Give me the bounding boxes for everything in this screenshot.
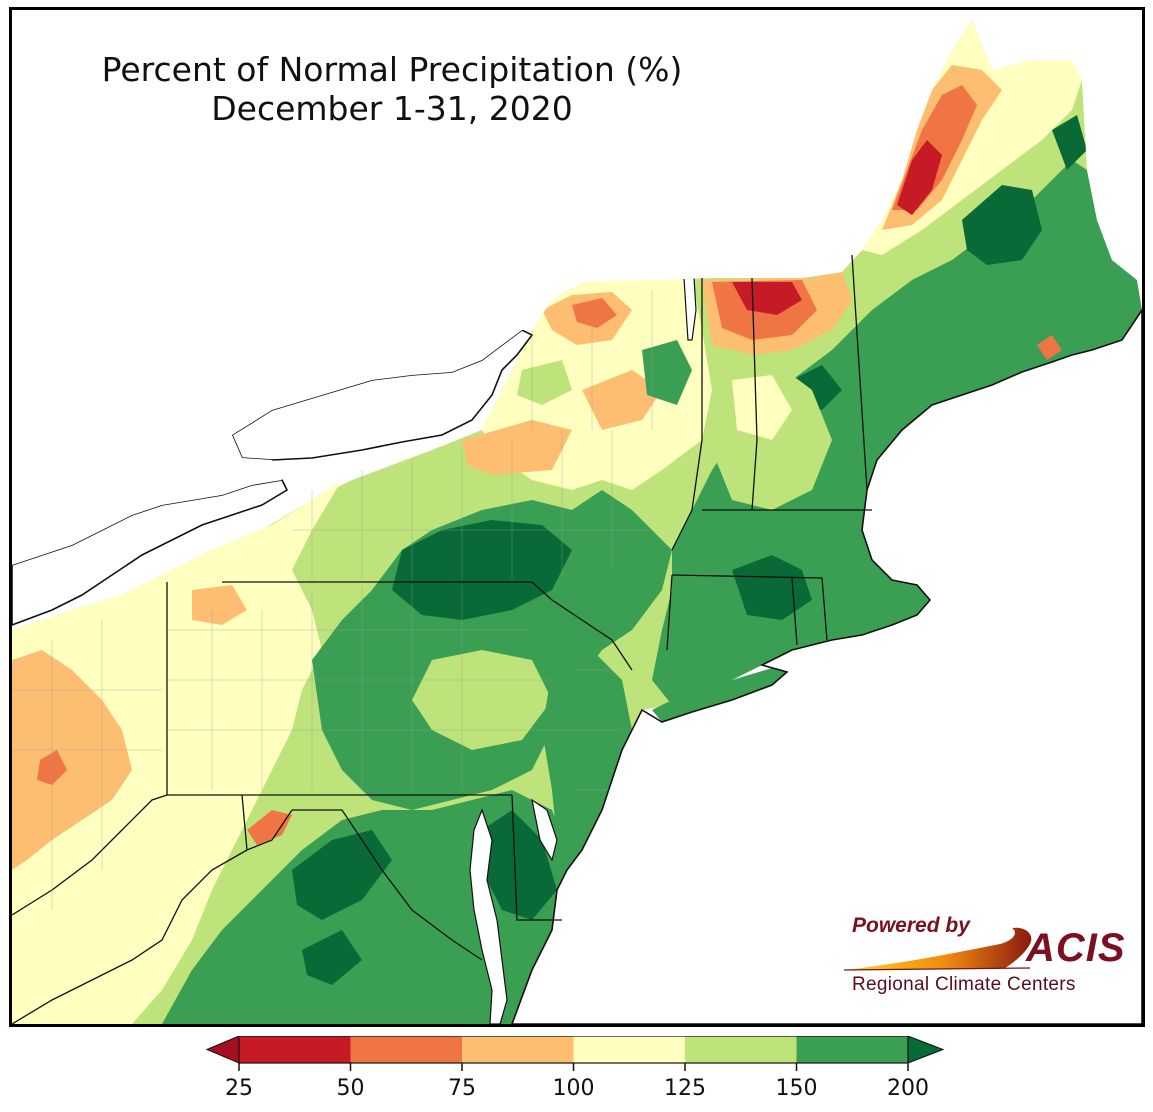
legend-ticks: 25 50 75 100 125 150 200 (225, 1063, 929, 1101)
legend-tick-label: 200 (887, 1076, 929, 1101)
legend-swatch (350, 1036, 462, 1063)
legend-tick-label: 125 (664, 1076, 706, 1101)
driest-vt-north (732, 282, 802, 315)
dry-west-2 (192, 585, 247, 625)
ocean (511, 308, 1142, 1024)
legend-swatches (205, 1036, 945, 1064)
moist-adirondack (517, 360, 572, 405)
drier-north-ny (572, 298, 617, 328)
state-borders (12, 254, 872, 1024)
very-wet-central-pa (392, 520, 572, 620)
wet-south (162, 790, 572, 1024)
very-wet-south-2 (302, 930, 362, 985)
color-legend: 25 50 75 100 125 150 200 (205, 1036, 945, 1101)
very-wet-maine (962, 185, 1042, 265)
very-wet-delmarva (482, 810, 557, 920)
legend-tick-label: 75 (448, 1076, 476, 1101)
legend-under-arrow (205, 1036, 240, 1064)
legend-tick-label: 50 (337, 1076, 365, 1101)
dry-north-ny-3 (462, 420, 572, 475)
dry-north-ny-2 (582, 370, 662, 430)
acis-swoosh-icon (843, 927, 1032, 971)
legend-tick-label: 150 (776, 1076, 818, 1101)
very-wet-sne (732, 555, 812, 620)
legend-swatch (685, 1036, 797, 1063)
legend-over-arrow (907, 1036, 945, 1064)
map-date-range: December 1-31, 2020 (211, 89, 573, 128)
canada-north (12, 10, 972, 565)
legend-swatch (796, 1036, 908, 1063)
wet-adirondack (642, 340, 692, 405)
county-lines (12, 290, 653, 910)
precipitation-map (12, 10, 1142, 1024)
logo-powered-by: Powered by (852, 914, 970, 937)
logo-brand: ACIS (1026, 926, 1126, 970)
lake-ontario (230, 329, 534, 461)
legend-tick-label: 25 (225, 1076, 253, 1101)
drier-spot-va (247, 810, 292, 845)
near-normal-vt (732, 375, 792, 440)
very-wet-south (292, 830, 392, 920)
legend-swatch (573, 1036, 685, 1063)
near-normal-west (12, 480, 342, 1024)
drier-maine-coast (1037, 335, 1062, 360)
map-frame: Percent of Normal Precipitation (%) Dece… (9, 7, 1145, 1027)
delaware-bay (531, 798, 558, 862)
legend-tick-label: 100 (553, 1076, 595, 1101)
very-wet-maine-2 (1052, 115, 1087, 170)
moist-inner-pa (412, 650, 552, 750)
long-island (652, 668, 787, 722)
acis-logo: Powered by ACIS Regional Climate Centers (840, 912, 1130, 1004)
driest-north-maine (897, 140, 942, 215)
logo-subtitle: Regional Climate Centers (852, 974, 1076, 995)
canada-east (972, 10, 1142, 310)
chesapeake-bay (469, 808, 508, 1024)
map-title: Percent of Normal Precipitation (%) (101, 50, 683, 89)
legend-swatch (239, 1036, 351, 1063)
legend-swatch (462, 1036, 574, 1063)
